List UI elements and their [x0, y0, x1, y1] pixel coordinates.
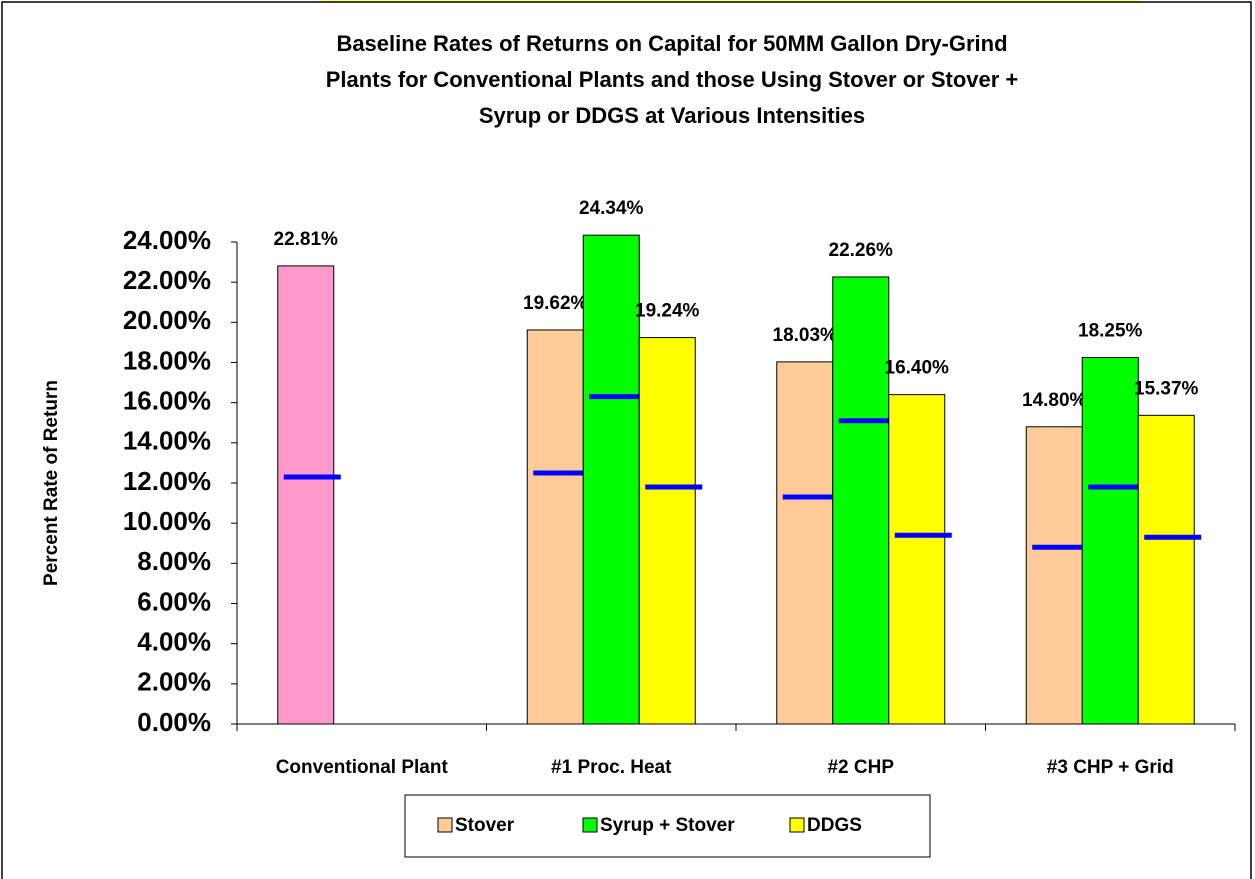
- y-tick-label: 16.00%: [123, 386, 211, 416]
- value-label: 19.62%: [523, 293, 588, 314]
- x-tick-label: Conventional Plant: [276, 757, 449, 778]
- y-tick-label: 14.00%: [123, 426, 211, 456]
- x-tick-label: #1 Proc. Heat: [551, 757, 672, 778]
- y-tick-label: 10.00%: [123, 506, 211, 536]
- legend-swatch: [582, 817, 598, 833]
- value-label: 16.40%: [885, 358, 950, 379]
- y-tick-label: 20.00%: [123, 305, 211, 335]
- legend-swatch: [789, 817, 805, 833]
- y-tick-label: 12.00%: [123, 466, 211, 496]
- x-tick-label: #3 CHP + Grid: [1047, 757, 1174, 778]
- value-label: 22.26%: [829, 240, 894, 261]
- y-tick-label: 4.00%: [137, 627, 211, 657]
- bar: [1025, 426, 1083, 725]
- y-tick-label: 24.00%: [123, 225, 211, 255]
- legend-swatch: [437, 817, 453, 833]
- value-label: 14.80%: [1022, 390, 1087, 411]
- y-tick-label: 2.00%: [137, 667, 211, 697]
- bar: [888, 394, 946, 725]
- bar: [638, 337, 696, 725]
- value-label: 19.24%: [635, 301, 700, 322]
- value-label: 18.03%: [773, 325, 838, 346]
- legend-label: Stover: [455, 815, 515, 836]
- legend-label: DDGS: [807, 815, 862, 836]
- value-label: 18.25%: [1078, 320, 1143, 341]
- y-tick-label: 0.00%: [137, 707, 211, 737]
- chart-title: Baseline Rates of Returns on Capital for…: [336, 31, 1007, 56]
- bar: [1137, 414, 1195, 725]
- bar: [776, 361, 834, 725]
- y-tick-label: 18.00%: [123, 345, 211, 375]
- value-label: 24.34%: [579, 198, 644, 219]
- bar: [832, 276, 890, 725]
- legend-label: Syrup + Stover: [600, 815, 735, 836]
- y-tick-label: 22.00%: [123, 265, 211, 295]
- bar: [582, 234, 640, 725]
- bar: [526, 329, 584, 725]
- y-tick-label: 8.00%: [137, 546, 211, 576]
- value-label: 15.37%: [1134, 378, 1199, 399]
- value-label: 22.81%: [274, 229, 339, 250]
- chart-title: Plants for Conventional Plants and those…: [326, 67, 1019, 92]
- chart-title: Syrup or DDGS at Various Intensities: [479, 103, 865, 128]
- y-tick-label: 6.00%: [137, 586, 211, 616]
- legend-box: [404, 794, 931, 858]
- bar: [277, 265, 335, 725]
- y-axis-label: Percent Rate of Return: [41, 380, 62, 586]
- bar: [1081, 356, 1139, 725]
- x-tick-label: #2 CHP: [827, 757, 894, 778]
